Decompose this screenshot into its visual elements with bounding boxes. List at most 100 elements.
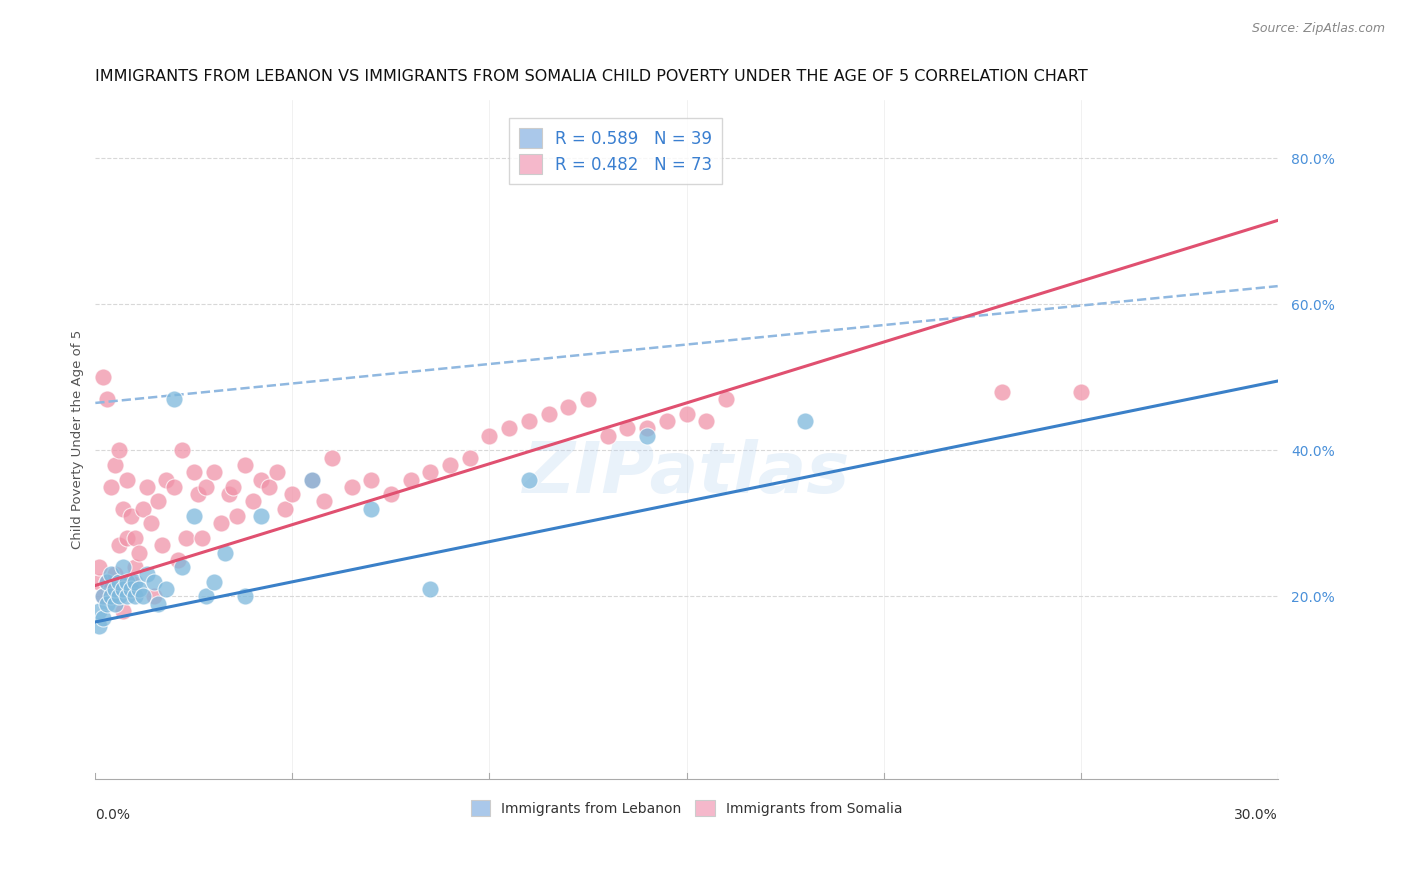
Point bbox=[120, 582, 142, 596]
Point bbox=[120, 509, 142, 524]
Point bbox=[458, 450, 481, 465]
Point bbox=[100, 582, 122, 596]
Point bbox=[128, 582, 150, 596]
Point bbox=[537, 407, 560, 421]
Point bbox=[155, 582, 177, 596]
Point bbox=[596, 429, 619, 443]
Point bbox=[517, 414, 540, 428]
Point bbox=[96, 574, 118, 589]
Point bbox=[257, 480, 280, 494]
Point bbox=[155, 473, 177, 487]
Point bbox=[115, 574, 138, 589]
Point bbox=[170, 443, 193, 458]
Point bbox=[636, 421, 658, 435]
Point bbox=[108, 590, 131, 604]
Point bbox=[380, 487, 402, 501]
Point bbox=[91, 590, 114, 604]
Point bbox=[89, 560, 111, 574]
Point bbox=[419, 582, 441, 596]
Point bbox=[187, 487, 209, 501]
Point bbox=[233, 458, 256, 472]
Point bbox=[793, 414, 815, 428]
Point bbox=[695, 414, 717, 428]
Point bbox=[714, 392, 737, 407]
Point bbox=[143, 590, 166, 604]
Text: Source: ZipAtlas.com: Source: ZipAtlas.com bbox=[1251, 22, 1385, 36]
Point bbox=[1070, 384, 1092, 399]
Point bbox=[163, 480, 186, 494]
Point bbox=[135, 480, 157, 494]
Text: 0.0%: 0.0% bbox=[96, 808, 131, 822]
Point bbox=[250, 473, 273, 487]
Point bbox=[96, 574, 118, 589]
Text: IMMIGRANTS FROM LEBANON VS IMMIGRANTS FROM SOMALIA CHILD POVERTY UNDER THE AGE O: IMMIGRANTS FROM LEBANON VS IMMIGRANTS FR… bbox=[96, 69, 1088, 84]
Point bbox=[281, 487, 304, 501]
Legend: Immigrants from Lebanon, Immigrants from Somalia: Immigrants from Lebanon, Immigrants from… bbox=[464, 793, 910, 823]
Point bbox=[170, 560, 193, 574]
Point bbox=[139, 516, 162, 531]
Y-axis label: Child Poverty Under the Age of 5: Child Poverty Under the Age of 5 bbox=[72, 330, 84, 549]
Point bbox=[115, 590, 138, 604]
Point bbox=[360, 473, 382, 487]
Point bbox=[89, 574, 111, 589]
Point bbox=[655, 414, 678, 428]
Text: ZIPatlas: ZIPatlas bbox=[523, 439, 851, 508]
Point bbox=[135, 567, 157, 582]
Point bbox=[478, 429, 501, 443]
Point bbox=[96, 597, 118, 611]
Point bbox=[576, 392, 599, 407]
Point bbox=[202, 465, 225, 479]
Point bbox=[91, 370, 114, 384]
Point bbox=[991, 384, 1014, 399]
Point bbox=[167, 553, 190, 567]
Point bbox=[439, 458, 461, 472]
Point bbox=[222, 480, 245, 494]
Point bbox=[191, 531, 214, 545]
Point bbox=[150, 538, 173, 552]
Point bbox=[91, 611, 114, 625]
Point bbox=[360, 501, 382, 516]
Point bbox=[131, 501, 153, 516]
Text: 30.0%: 30.0% bbox=[1234, 808, 1278, 822]
Point bbox=[104, 597, 127, 611]
Point bbox=[399, 473, 422, 487]
Point bbox=[111, 582, 134, 596]
Point bbox=[100, 480, 122, 494]
Point bbox=[108, 443, 131, 458]
Point bbox=[124, 590, 146, 604]
Point bbox=[115, 473, 138, 487]
Point bbox=[636, 429, 658, 443]
Point bbox=[104, 458, 127, 472]
Point bbox=[100, 590, 122, 604]
Point bbox=[124, 531, 146, 545]
Point bbox=[115, 531, 138, 545]
Point bbox=[108, 538, 131, 552]
Point bbox=[143, 574, 166, 589]
Point bbox=[111, 501, 134, 516]
Point bbox=[675, 407, 697, 421]
Point bbox=[218, 487, 240, 501]
Point bbox=[419, 465, 441, 479]
Point bbox=[104, 582, 127, 596]
Point bbox=[96, 392, 118, 407]
Point bbox=[211, 516, 233, 531]
Point bbox=[128, 546, 150, 560]
Point bbox=[202, 574, 225, 589]
Point bbox=[273, 501, 295, 516]
Point bbox=[557, 400, 579, 414]
Point bbox=[321, 450, 343, 465]
Point bbox=[616, 421, 638, 435]
Point bbox=[148, 597, 170, 611]
Point bbox=[91, 590, 114, 604]
Point bbox=[233, 590, 256, 604]
Point bbox=[214, 546, 236, 560]
Point bbox=[312, 494, 335, 508]
Point bbox=[301, 473, 323, 487]
Point bbox=[266, 465, 288, 479]
Point bbox=[89, 618, 111, 632]
Point bbox=[120, 574, 142, 589]
Point bbox=[100, 567, 122, 582]
Point bbox=[194, 480, 217, 494]
Point bbox=[163, 392, 186, 407]
Point bbox=[131, 590, 153, 604]
